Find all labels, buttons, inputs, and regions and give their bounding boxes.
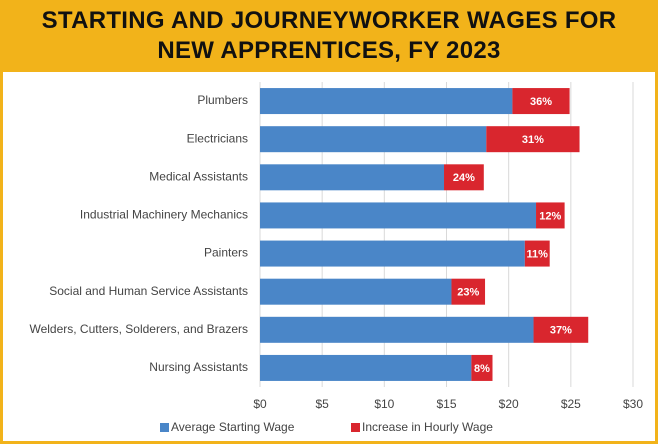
legend-label: Increase in Hourly Wage [362, 420, 493, 434]
x-tick-label: $30 [623, 397, 643, 411]
segment-label: 37% [550, 325, 572, 337]
x-tick-label: $20 [499, 397, 519, 411]
legend-swatch [160, 423, 169, 432]
y-tick-label: Social and Human Service Assistants [49, 284, 248, 298]
bar-segment [451, 278, 486, 305]
y-tick-label: Industrial Machinery Mechanics [80, 208, 248, 222]
y-tick-label: Painters [204, 246, 248, 260]
x-tick-label: $15 [436, 397, 456, 411]
x-tick-label: $5 [315, 397, 329, 411]
chart-title: STARTING AND JOURNEYWORKER WAGES FOR NEW… [41, 7, 617, 64]
segment-label: 12% [539, 210, 561, 222]
segment-label: 11% [527, 248, 549, 260]
segment-label: 31% [522, 134, 544, 146]
segment-label: 8% [474, 363, 490, 375]
bar-segment [260, 88, 513, 115]
y-tick-label: Medical Assistants [149, 169, 248, 183]
header: STARTING AND JOURNEYWORKER WAGES FOR NEW… [0, 0, 658, 72]
x-tick-label: $10 [374, 397, 394, 411]
bar-segment [260, 316, 534, 343]
y-tick-label: Plumbers [197, 93, 248, 107]
bar-segment [524, 240, 550, 267]
legend-label: Average Starting Wage [171, 420, 295, 434]
y-tick-label: Welders, Cutters, Solderers, and Brazers [29, 322, 248, 336]
bar-segment [533, 316, 589, 343]
bar-segment [260, 126, 487, 153]
bar-segment [260, 164, 445, 191]
segment-label: 23% [457, 287, 479, 299]
x-tick-label: $0 [253, 397, 267, 411]
x-tick-label: $25 [561, 397, 581, 411]
segment-label: 24% [453, 172, 475, 184]
y-tick-label: Electricians [187, 131, 248, 145]
bar-segment [260, 240, 525, 267]
bar-segment [260, 278, 452, 305]
segment-label: 36% [530, 96, 552, 108]
bar-segment [444, 164, 484, 191]
bar-segment [260, 354, 472, 381]
bar-segment [536, 202, 565, 229]
y-tick-label: Nursing Assistants [149, 360, 248, 374]
bar-segment [486, 126, 580, 153]
bar-segment [471, 354, 493, 381]
bar-segment [512, 88, 570, 115]
bar-segment [260, 202, 537, 229]
legend-swatch [351, 423, 360, 432]
